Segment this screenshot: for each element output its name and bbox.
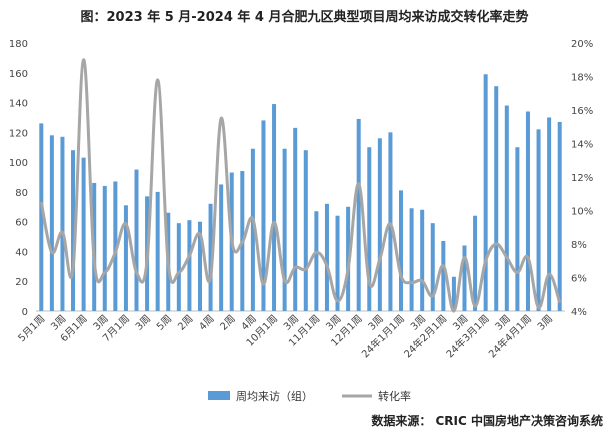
bar <box>102 185 107 311</box>
bar <box>536 129 541 311</box>
chart-title: 图：2023 年 5 月-2024 年 4 月合肥九区典型项目周均来访成交转化率… <box>80 10 529 25</box>
y-tick-label: 100 <box>9 158 28 169</box>
bar <box>219 184 224 311</box>
y2-tick-label: 10% <box>571 207 593 218</box>
y-tick-label: 0 <box>22 307 28 318</box>
data-source: 数据来源： CRIC 中国房地产决策咨询系统 <box>371 414 603 428</box>
y2-tick-label: 6% <box>571 274 587 285</box>
legend-swatch-bars <box>208 391 230 400</box>
bar <box>71 150 76 311</box>
bar <box>187 220 192 311</box>
y2-tick-label: 16% <box>571 106 593 117</box>
bar <box>356 118 361 311</box>
bar <box>462 245 467 311</box>
x-tick-label: 2周 <box>218 313 238 333</box>
bar <box>409 208 414 311</box>
y-tick-label: 80 <box>15 188 28 199</box>
y2-tick-label: 4% <box>571 307 587 318</box>
x-tick-label: 3周 <box>535 313 555 333</box>
y-tick-label: 20 <box>15 277 28 288</box>
bar <box>430 223 435 311</box>
line-series <box>39 58 562 313</box>
bar <box>515 147 520 311</box>
bar <box>483 74 488 312</box>
bar <box>504 105 509 312</box>
y-tick-label: 180 <box>9 39 28 50</box>
x-tick-label: 3周 <box>133 313 153 333</box>
x-tick-label: 5周 <box>154 313 174 333</box>
bar <box>155 191 160 311</box>
bar <box>272 104 277 312</box>
bar <box>113 181 118 311</box>
bar <box>388 132 393 311</box>
legend-label-line: 转化率 <box>378 389 411 403</box>
bar <box>282 148 287 311</box>
y2-tick-label: 18% <box>571 73 593 84</box>
bar <box>261 120 266 311</box>
bar <box>176 223 181 311</box>
y-tick-label: 40 <box>15 247 28 258</box>
bar <box>451 276 456 311</box>
bar <box>367 147 372 311</box>
bar <box>377 138 382 311</box>
bar <box>39 123 44 312</box>
bar <box>547 117 552 311</box>
bar <box>303 150 308 311</box>
bar <box>473 215 478 311</box>
x-tick-label: 5月1周 <box>16 313 48 345</box>
bar <box>81 157 86 311</box>
bar <box>293 127 298 311</box>
bar <box>60 136 65 311</box>
y2-tick-label: 20% <box>571 39 593 50</box>
bar <box>398 190 404 311</box>
bar <box>557 121 562 312</box>
y-tick-label: 140 <box>9 99 28 110</box>
y2-tick-label: 8% <box>571 240 587 251</box>
bar <box>525 111 530 311</box>
x-tick-label: 2周 <box>175 313 195 333</box>
bar <box>494 86 499 311</box>
x-tick-label: 4周 <box>197 313 217 333</box>
y2-tick-label: 14% <box>571 140 593 151</box>
y-tick-label: 120 <box>9 128 28 139</box>
bar <box>123 205 128 311</box>
bar <box>197 221 203 311</box>
bar <box>208 203 213 311</box>
bar <box>134 169 139 311</box>
legend-label-bars: 周均来访（组） <box>236 389 313 403</box>
bar <box>49 135 54 311</box>
bar <box>335 215 340 311</box>
y-tick-label: 60 <box>15 218 28 229</box>
bar <box>250 148 255 311</box>
y-tick-label: 160 <box>9 69 28 80</box>
bar <box>324 203 329 311</box>
bar <box>314 211 319 311</box>
y2-tick-label: 12% <box>571 173 593 184</box>
bar <box>441 241 446 311</box>
bar <box>420 209 425 311</box>
